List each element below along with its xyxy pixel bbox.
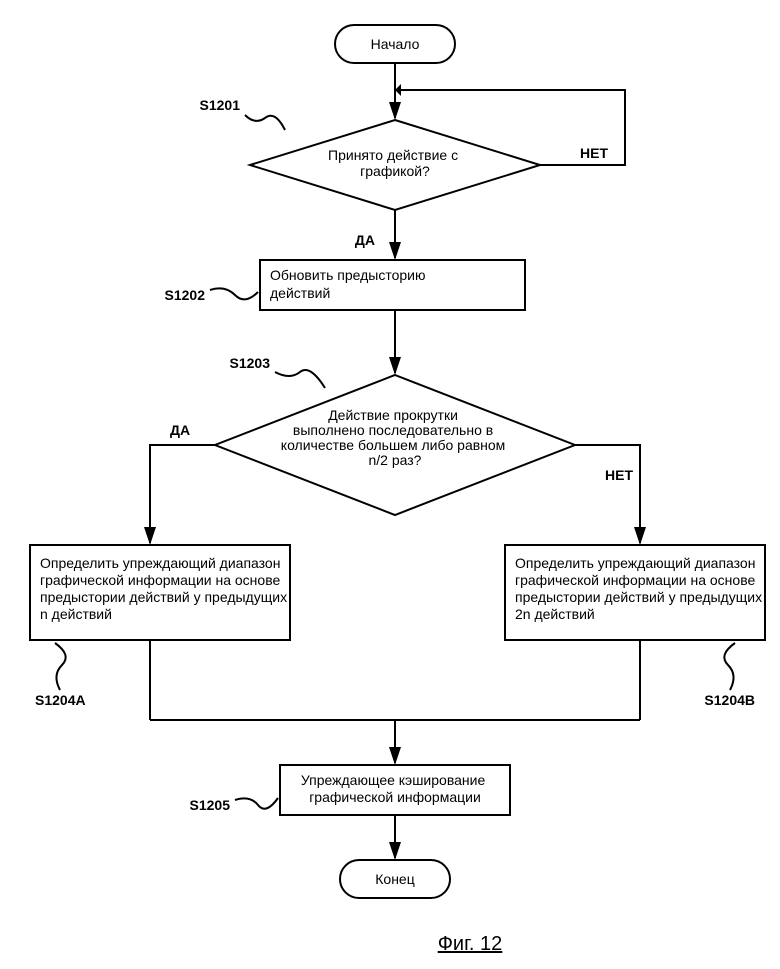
s1203-yes-label: ДА <box>170 422 190 438</box>
s1201-id: S1201 <box>200 97 241 113</box>
s1204b-node: Определить упреждающий диапазон графичес… <box>505 545 766 640</box>
s1203-no-label: НЕТ <box>605 467 633 483</box>
s1202-text: Обновить предысторию действий <box>270 267 429 301</box>
s1203-text: Действие прокрутки выполнено последовате… <box>281 407 509 468</box>
s1201-node: Принято действие с графикой? <box>250 120 540 210</box>
start-label: Начало <box>371 36 420 52</box>
start-node: Начало <box>335 25 455 63</box>
s1204b-text: Определить упреждающий диапазон графичес… <box>515 555 766 622</box>
s1205-text: Упреждающее кэширование графической инфо… <box>301 772 489 805</box>
end-node: Конец <box>340 860 450 898</box>
s1202-node: Обновить предысторию действий <box>260 260 525 310</box>
s1202-id: S1202 <box>165 287 206 303</box>
flowchart-diagram: Начало Принято действие с графикой? S120… <box>0 0 780 969</box>
s1205-id: S1205 <box>190 797 231 813</box>
s1201-text: Принято действие с графикой? <box>328 147 462 179</box>
s1205-squiggle <box>235 798 278 809</box>
s1204a-squiggle <box>55 643 66 690</box>
s1205-node: Упреждающее кэширование графической инфо… <box>280 765 510 815</box>
s1203-id: S1203 <box>230 355 271 371</box>
s1203-node: Действие прокрутки выполнено последовате… <box>215 375 575 515</box>
s1204b-id: S1204B <box>704 692 755 708</box>
s1201-yes-label: ДА <box>355 232 375 248</box>
s1201-squiggle <box>245 115 285 130</box>
s1201-no-label: НЕТ <box>580 145 608 161</box>
s1204b-squiggle <box>724 643 735 690</box>
edge-s1203-no <box>575 445 640 543</box>
figure-caption: Фиг. 12 <box>438 933 503 955</box>
s1204a-node: Определить упреждающий диапазон графичес… <box>30 545 291 640</box>
end-label: Конец <box>375 871 414 887</box>
edge-s1203-yes <box>150 445 215 543</box>
s1204a-text: Определить упреждающий диапазон графичес… <box>40 555 291 622</box>
s1203-squiggle <box>275 370 325 388</box>
s1204a-id: S1204A <box>35 692 86 708</box>
s1202-squiggle <box>210 288 258 299</box>
